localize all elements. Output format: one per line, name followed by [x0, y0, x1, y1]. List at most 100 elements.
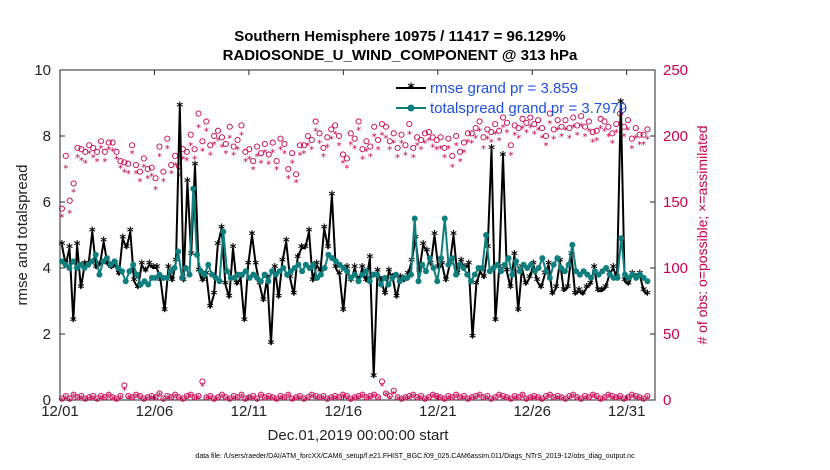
- obs-possible-marker: [433, 392, 440, 400]
- obs-assimilated-marker: *: [598, 396, 603, 407]
- obs-possible-marker: [457, 148, 464, 155]
- obs-possible-marker: [640, 131, 647, 138]
- obs-assimilated-marker: *: [458, 395, 463, 406]
- x-tick-label: 12/21: [419, 403, 457, 420]
- rmse-point: *: [347, 275, 354, 290]
- rmse-point: *: [401, 275, 408, 290]
- obs-assimilated-marker: *: [184, 393, 189, 404]
- obs-possible-marker: [62, 152, 69, 159]
- obs-assimilated-marker: *: [145, 174, 150, 185]
- obs-possible-marker: [574, 122, 581, 129]
- obs-possible-marker: [605, 391, 612, 398]
- obs-possible-marker: [347, 395, 354, 402]
- obs-assimilated-marker: *: [348, 396, 353, 407]
- spread-point: [190, 185, 197, 192]
- obs-assimilated-marker: *: [622, 396, 627, 407]
- obs-possible-marker: [117, 158, 124, 165]
- rmse-point: *: [192, 160, 199, 175]
- obs-possible-marker: [66, 197, 73, 204]
- obs-possible-marker: [156, 390, 163, 397]
- obs-assimilated-marker: *: [298, 150, 303, 161]
- rmse-point: *: [237, 272, 244, 287]
- obs-assimilated-marker: *: [543, 141, 548, 152]
- obs-possible-marker: [285, 391, 292, 398]
- rmse-point: *: [481, 272, 488, 287]
- spread-point: [535, 265, 542, 271]
- rmse-point: *: [595, 285, 602, 300]
- rmse-point: *: [207, 302, 214, 317]
- spread-point: [175, 248, 182, 255]
- obs-assimilated-marker: *: [216, 136, 221, 147]
- obs-possible-marker: [472, 392, 479, 400]
- obs-assimilated-marker: *: [141, 162, 146, 173]
- obs-assimilated-marker: *: [110, 395, 115, 406]
- obs-assimilated-marker: *: [196, 123, 201, 134]
- obs-assimilated-marker: *: [411, 392, 416, 403]
- rmse-point: *: [424, 246, 431, 261]
- rmse-point: *: [146, 259, 153, 274]
- obs-count-markers: ****************************************…: [58, 110, 651, 407]
- spread-point: [554, 255, 561, 262]
- rmse-point: *: [180, 275, 187, 290]
- obs-possible-marker: [250, 158, 257, 165]
- obs-assimilated-marker: *: [98, 144, 103, 155]
- obs-assimilated-marker: *: [106, 392, 111, 403]
- obs-possible-marker: [496, 127, 503, 134]
- obs-assimilated-marker: *: [137, 393, 142, 404]
- spread-point: [385, 281, 392, 288]
- rmse-point: *: [450, 229, 457, 244]
- rmse-point: *: [382, 288, 389, 303]
- obs-assimilated-marker: *: [493, 129, 498, 140]
- obs-possible-marker: [535, 117, 542, 124]
- obs-possible-marker: [133, 391, 140, 398]
- obs-assimilated-marker: *: [169, 169, 174, 180]
- obs-possible-marker: [230, 392, 237, 400]
- obs-assimilated-marker: *: [153, 185, 158, 196]
- obs-assimilated-marker: *: [91, 393, 96, 404]
- obs-assimilated-marker: *: [286, 174, 291, 185]
- obs-possible-marker: [414, 394, 421, 401]
- rmse-point: *: [70, 315, 77, 330]
- obs-possible-marker: [390, 130, 397, 137]
- obs-assimilated-marker: *: [255, 152, 260, 163]
- obs-possible-marker: [203, 394, 210, 401]
- obs-assimilated-marker: *: [67, 209, 72, 220]
- rmse-point: *: [142, 265, 149, 280]
- obs-assimilated-marker: *: [223, 149, 228, 160]
- spread-point: [569, 241, 576, 248]
- rmse-point: *: [359, 262, 366, 277]
- rmse-point: *: [465, 259, 472, 274]
- obs-assimilated-marker: *: [270, 148, 275, 159]
- obs-assimilated-marker: *: [337, 395, 342, 406]
- spread-point: [513, 258, 520, 265]
- obs-possible-marker: [417, 136, 425, 144]
- y-left-tick-label: 0: [43, 392, 51, 409]
- rmse-point: *: [199, 275, 206, 290]
- obs-possible-marker: [97, 392, 104, 400]
- obs-possible-marker: [581, 392, 589, 400]
- obs-assimilated-marker: *: [352, 395, 357, 406]
- obs-possible-marker: [531, 121, 538, 128]
- obs-assimilated-marker: *: [422, 139, 427, 150]
- obs-possible-marker: [238, 122, 245, 129]
- obs-assimilated-marker: *: [192, 395, 197, 406]
- obs-assimilated-marker: *: [204, 395, 209, 406]
- rmse-point: *: [325, 242, 332, 257]
- obs-assimilated-marker: *: [415, 141, 420, 152]
- obs-assimilated-marker: *: [407, 393, 412, 404]
- obs-assimilated-marker: *: [532, 393, 537, 404]
- rmse-point: *: [138, 259, 145, 274]
- obs-possible-marker: [375, 394, 382, 401]
- obs-possible-marker: [140, 395, 147, 402]
- rmse-point: *: [313, 259, 320, 274]
- obs-assimilated-marker: *: [137, 177, 142, 188]
- obs-assimilated-marker: *: [305, 141, 310, 152]
- obs-assimilated-marker: *: [325, 143, 330, 154]
- obs-assimilated-marker: *: [208, 150, 213, 161]
- y-right-tick-label: 250: [663, 62, 688, 79]
- obs-assimilated-marker: *: [325, 396, 330, 407]
- obs-possible-marker: [406, 121, 413, 128]
- spread-point: [317, 271, 324, 278]
- obs-assimilated-marker: *: [516, 133, 521, 144]
- obs-assimilated-marker: *: [258, 392, 263, 403]
